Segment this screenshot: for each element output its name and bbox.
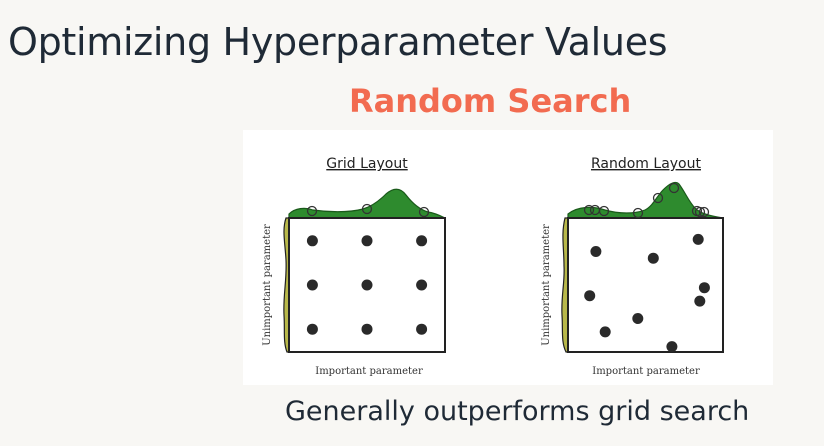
sample-point <box>416 279 428 291</box>
sample-point <box>306 323 318 335</box>
grid-layout-panel: Grid Layout Important parameter Unimport… <box>262 156 446 377</box>
grid-sample-points <box>306 235 428 335</box>
sample-point <box>590 246 602 257</box>
figure-canvas: Grid Layout Important parameter Unimport… <box>262 156 724 377</box>
random-projection-marker <box>583 204 595 216</box>
slide-title: Optimizing Hyperparameter Values <box>8 20 668 64</box>
random-layout-panel: Random Layout Important parameter Unimpo… <box>541 156 724 377</box>
random-projection-marker <box>632 207 644 219</box>
grid-plot-frame <box>288 217 446 353</box>
grid-projection-marker <box>418 206 430 218</box>
sample-point <box>599 326 611 338</box>
slide-subtitle: Random Search <box>349 82 632 120</box>
random-projection-marker <box>652 192 664 204</box>
random-x-axis-label: Important parameter <box>592 366 700 377</box>
random-top-distribution <box>567 181 724 219</box>
sample-point <box>361 279 373 291</box>
sample-point <box>361 235 373 247</box>
random-plot-frame <box>567 217 724 353</box>
sample-point <box>698 282 710 294</box>
random-projection-marker <box>598 205 610 217</box>
sample-point <box>416 235 428 247</box>
sample-point <box>306 235 318 247</box>
sample-point <box>361 323 373 335</box>
sample-point <box>694 295 706 307</box>
sample-point <box>692 233 704 245</box>
sample-point <box>647 252 659 264</box>
grid-projection-marker <box>306 205 318 217</box>
sample-point <box>666 341 678 353</box>
grid-panel-title: Grid Layout <box>326 156 408 172</box>
layout-comparison-figure: Grid Layout Important parameter Unimport… <box>243 130 773 385</box>
slide-caption: Generally outperforms grid search <box>285 396 750 427</box>
sample-point <box>584 290 596 302</box>
random-y-axis-label: Unimportant parameter <box>541 224 552 346</box>
random-side-distribution <box>561 217 569 353</box>
random-sample-points <box>584 233 710 353</box>
random-panel-title: Random Layout <box>591 156 702 172</box>
grid-y-axis-label: Unimportant parameter <box>262 224 273 346</box>
random-projection-marker <box>698 206 710 218</box>
random-projection-marker <box>694 206 706 218</box>
grid-projection-marker <box>361 203 373 215</box>
grid-x-axis-label: Important parameter <box>315 366 423 377</box>
grid-side-distribution <box>283 217 290 353</box>
random-projection-marker <box>668 182 680 194</box>
sample-point <box>632 313 644 324</box>
sample-point <box>416 323 428 335</box>
sample-point <box>306 279 318 291</box>
